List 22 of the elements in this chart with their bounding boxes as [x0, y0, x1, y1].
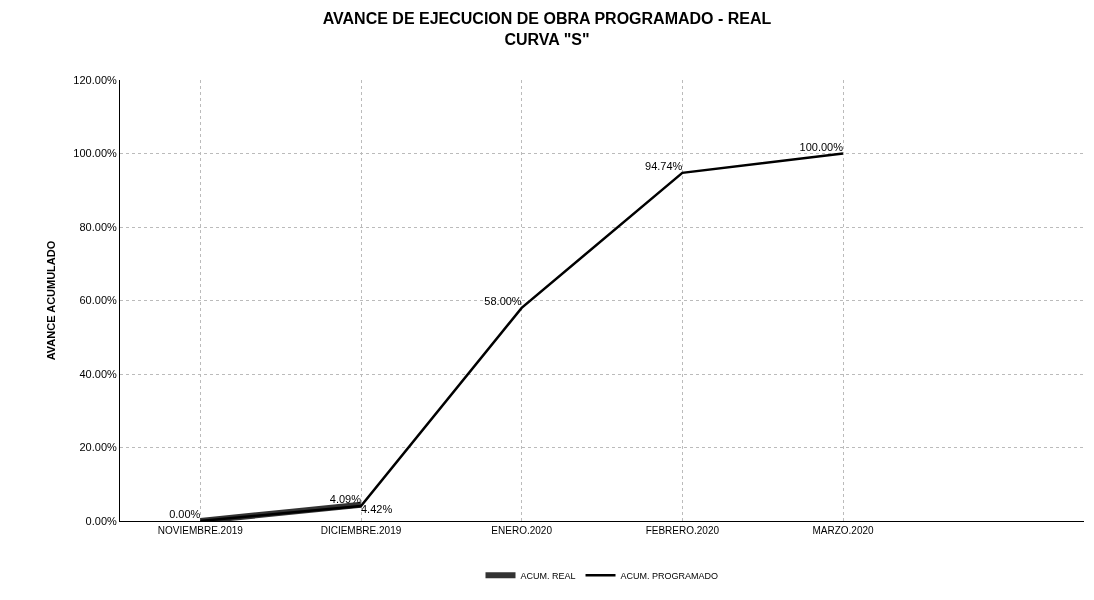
legend-label: ACUM. REAL: [520, 570, 576, 581]
x-tick-label: MARZO.2020: [812, 525, 874, 536]
x-tick-label: FEBRERO.2020: [645, 525, 720, 536]
y-tick-label: 100.00%: [73, 147, 118, 160]
y-tick-label: 60.00%: [79, 294, 118, 307]
y-axis-title: AVANCE ACUMULADO: [45, 240, 58, 361]
data-label: 0.00%: [169, 508, 201, 521]
data-label: 4.09%: [329, 493, 362, 506]
y-tick-label: 0.00%: [85, 514, 118, 527]
data-label: 58.00%: [484, 295, 522, 308]
x-tick-label: NOVIEMBRE.2019: [157, 525, 244, 536]
data-label: 4.42%: [361, 503, 393, 516]
data-label: 100.00%: [799, 140, 844, 153]
y-tick-label: 20.00%: [79, 441, 118, 454]
y-tick-label: 80.00%: [79, 220, 118, 233]
legend-label: ACUM. PROGRAMADO: [620, 570, 719, 581]
x-tick-label: DICIEMBRE.2019: [320, 525, 402, 536]
y-tick-label: 40.00%: [79, 367, 118, 380]
x-tick-label: ENERO.2020: [491, 525, 553, 536]
data-label: 94.74%: [645, 160, 683, 173]
chart-title: AVANCE DE EJECUCION DE OBRA PROGRAMADO - REAL CURVA "S": [322, 10, 772, 48]
y-tick-label: 120.00%: [73, 73, 118, 86]
